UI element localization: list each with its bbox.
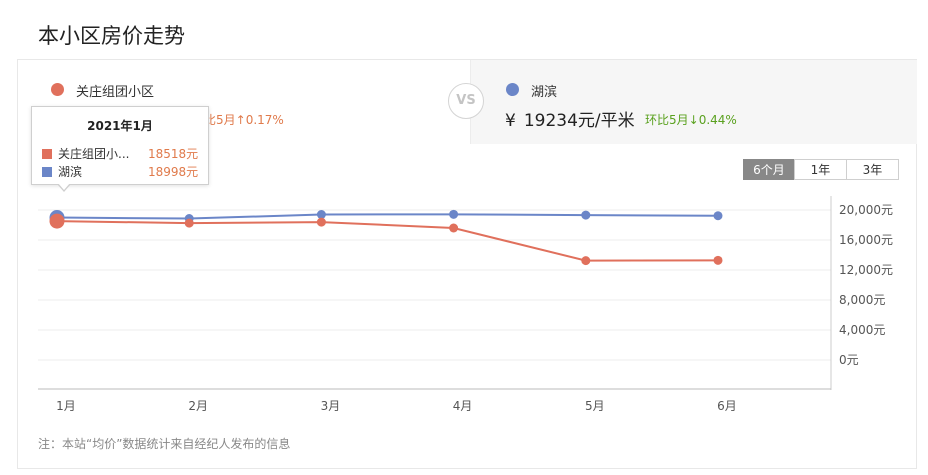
x-tick-label: 2月 bbox=[188, 399, 208, 413]
footnote: 注：本站“均价”数据统计来自经纪人发布的信息 bbox=[38, 437, 291, 451]
tooltip-swatch-left bbox=[42, 149, 52, 159]
tooltip-row-left: 关庄组团小... 18518元 bbox=[42, 145, 198, 162]
series-line bbox=[56, 220, 719, 262]
y-tick-label: 12,000元 bbox=[839, 263, 893, 277]
x-tick-label: 1月 bbox=[56, 399, 76, 413]
data-point[interactable] bbox=[49, 213, 65, 229]
tooltip-series-name: 湖滨 bbox=[58, 165, 83, 179]
y-tick-label: 20,000元 bbox=[839, 203, 893, 217]
data-point[interactable] bbox=[581, 210, 591, 220]
tooltip-value: 18518元 bbox=[148, 147, 199, 161]
right-price-value: 19234元/平米 bbox=[523, 111, 635, 131]
left-trend: 比5月↑0.17% bbox=[204, 113, 284, 127]
data-point[interactable] bbox=[316, 210, 326, 219]
data-point[interactable] bbox=[713, 211, 723, 221]
data-point[interactable] bbox=[449, 209, 459, 219]
x-tick-label: 4月 bbox=[453, 399, 473, 413]
tooltip-swatch-right bbox=[42, 167, 52, 177]
data-point[interactable] bbox=[449, 223, 459, 233]
tooltip-row-right: 湖滨 18998元 bbox=[42, 163, 198, 180]
currency-symbol: ¥ bbox=[505, 111, 516, 131]
tooltip-value: 18998元 bbox=[148, 165, 199, 179]
y-tick-label: 4,000元 bbox=[839, 323, 885, 337]
left-series-dot bbox=[51, 83, 64, 96]
right-trend: 环比5月↓0.44% bbox=[645, 113, 737, 127]
chart-tooltip: 2021年1月 关庄组团小... 18518元 湖滨 18998元 bbox=[31, 106, 209, 185]
vs-badge: VS bbox=[448, 83, 484, 119]
right-price: ¥19234元/平米 bbox=[505, 106, 635, 131]
right-community-name: 湖滨 bbox=[531, 85, 558, 100]
series-line bbox=[56, 213, 719, 220]
period-6-months[interactable]: 6个月 bbox=[743, 159, 795, 180]
left-community-name: 关庄组团小区 bbox=[76, 85, 155, 100]
tooltip-pointer-fill bbox=[58, 183, 70, 190]
data-point[interactable] bbox=[184, 218, 194, 228]
x-tick-label: 6月 bbox=[717, 399, 737, 413]
period-1-year[interactable]: 1年 bbox=[794, 159, 847, 180]
page-title: 本小区房价走势 bbox=[38, 24, 185, 48]
tooltip-title: 2021年1月 bbox=[87, 119, 153, 133]
x-tick-label: 3月 bbox=[321, 399, 341, 413]
data-point[interactable] bbox=[316, 217, 326, 227]
data-point[interactable] bbox=[581, 256, 591, 266]
x-tick-label: 5月 bbox=[585, 399, 605, 413]
period-3-years[interactable]: 3年 bbox=[846, 159, 899, 180]
y-tick-label: 0元 bbox=[839, 353, 859, 367]
y-tick-label: 8,000元 bbox=[839, 293, 885, 307]
tooltip-series-name: 关庄组团小... bbox=[58, 147, 130, 161]
right-series-dot bbox=[506, 83, 519, 96]
period-selector: 6个月 1年 3年 bbox=[743, 159, 899, 180]
y-tick-label: 16,000元 bbox=[839, 233, 893, 247]
data-point[interactable] bbox=[713, 255, 723, 265]
compare-right-panel bbox=[470, 60, 917, 144]
